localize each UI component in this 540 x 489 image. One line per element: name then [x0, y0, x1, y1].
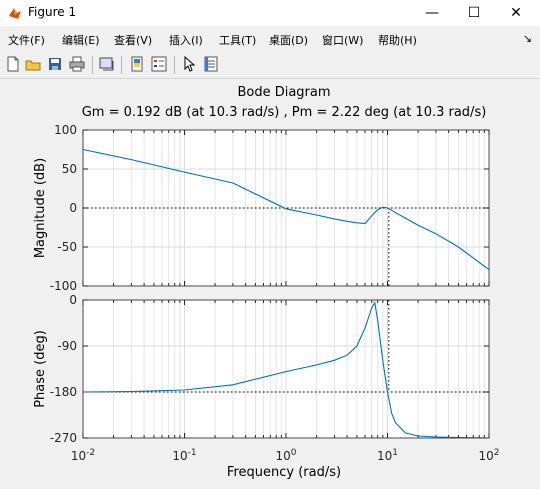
x-tick-labels: 10-2 10-1 100 101 102 [71, 448, 500, 463]
insert-colorbar-icon[interactable] [128, 55, 146, 73]
menu-tools[interactable]: 工具(T) [219, 34, 257, 47]
y-tick-label: -90 [57, 339, 77, 353]
y-tick-label: 0 [69, 201, 77, 215]
menu-view[interactable]: 查看(V) [114, 34, 153, 47]
x-tick-label: 10-2 [71, 448, 95, 463]
window-title: Figure 1 [28, 5, 77, 19]
y-tick-label: 100 [54, 123, 77, 137]
bode-plot: Bode Diagram Gm = 0.192 dB (at 10.3 rad/… [33, 85, 500, 480]
toolbar-separator [92, 56, 93, 74]
menu-window[interactable]: 窗口(W) [322, 34, 364, 47]
y-axis-label: Magnitude (dB) [33, 158, 48, 258]
chart-title: Bode Diagram [237, 85, 330, 100]
x-axis-label: Frequency (rad/s) [227, 465, 341, 480]
close-icon: ✕ [510, 5, 522, 21]
link-plot-icon[interactable] [98, 55, 116, 73]
magnitude-axes: 100 50 0 -50 -100 Magnitude (dB) [33, 123, 490, 293]
toolbar [0, 52, 540, 79]
property-inspector-icon[interactable] [202, 55, 220, 73]
close-button[interactable]: ✕ [498, 0, 534, 26]
y-tick-label: -50 [57, 240, 77, 254]
menu-insert[interactable]: 插入(I) [169, 34, 203, 47]
axes-border [82, 299, 490, 439]
x-tick-label: 10-1 [172, 448, 196, 463]
axes-border [82, 129, 490, 287]
toolbar-separator [121, 56, 122, 74]
edit-plot-arrow-icon[interactable] [180, 55, 198, 73]
phase-axes: 0 -90 -180 -270 Phase (deg) [33, 293, 490, 445]
new-figure-icon[interactable] [4, 55, 22, 73]
minimize-button[interactable]: — [414, 0, 450, 26]
print-icon[interactable] [68, 55, 86, 73]
y-tick-label: 0 [69, 293, 77, 307]
x-tick-label: 101 [377, 448, 398, 463]
x-tick-label: 100 [275, 448, 296, 463]
chart-subtitle: Gm = 0.192 dB (at 10.3 rad/s) , Pm = 2.2… [82, 105, 487, 120]
toolbar-separator [174, 56, 175, 74]
menu-bar: 文件(F) 编辑(E) 查看(V) 插入(I) 工具(T) 桌面(D) 窗口(W… [0, 28, 540, 50]
menu-help[interactable]: 帮助(H) [378, 34, 417, 47]
y-tick-label: 50 [62, 162, 77, 176]
phase-line [82, 301, 490, 439]
figure-canvas: Bode Diagram Gm = 0.192 dB (at 10.3 rad/… [0, 79, 540, 485]
insert-legend-icon[interactable] [150, 55, 168, 73]
dock-arrow-icon[interactable]: ↘ [522, 32, 532, 45]
magnitude-line [82, 148, 490, 271]
y-tick-label: -180 [50, 385, 77, 399]
maximize-icon: ☐ [467, 5, 481, 21]
minimize-icon: — [425, 5, 439, 21]
save-icon[interactable] [46, 55, 64, 73]
menu-desktop[interactable]: 桌面(D) [269, 34, 309, 47]
title-bar: Figure 1 — ☐ ✕ [0, 0, 540, 26]
y-axis-label: Phase (deg) [33, 330, 48, 408]
matlab-logo-icon [9, 8, 21, 19]
menu-file[interactable]: 文件(F) [8, 34, 45, 47]
x-tick-label: 102 [478, 448, 499, 463]
maximize-button[interactable]: ☐ [456, 0, 492, 26]
open-file-icon[interactable] [24, 55, 42, 73]
y-tick-label: -100 [50, 279, 77, 293]
menu-edit[interactable]: 编辑(E) [62, 34, 100, 47]
y-tick-label: -270 [50, 431, 77, 445]
